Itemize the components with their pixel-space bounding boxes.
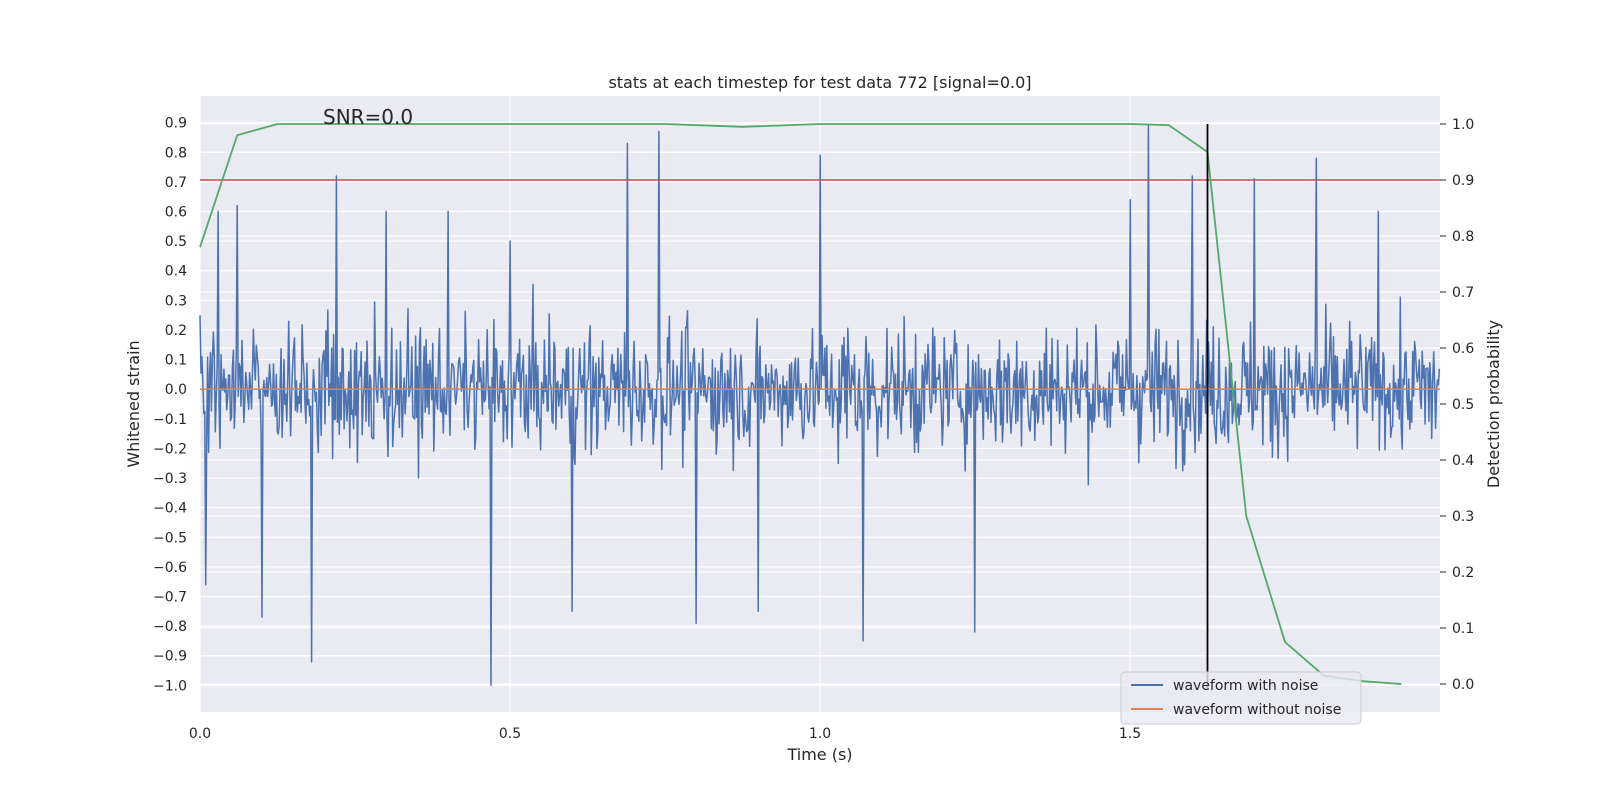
x-axis-label: Time (s) (786, 745, 852, 764)
y-right-tick-label: 0.7 (1452, 285, 1474, 301)
x-axis-ticks: 0.0 0.5 1.0 1.5 (189, 726, 1141, 742)
y-left-tick-label: 0.9 (165, 116, 187, 132)
x-tick-label: 0.5 (499, 726, 521, 742)
y-left-tick-label: −0.3 (153, 471, 187, 487)
right-axis-ticks: 0.0 0.1 0.2 0.3 0.4 0.5 0.6 0.7 0.8 0.9 1.0 (1440, 117, 1474, 693)
y-left-tick-label: 0.6 (165, 205, 187, 221)
y-left-tick-label: −0.9 (153, 649, 187, 665)
y-right-tick-label: 0.2 (1452, 565, 1474, 581)
y-left-tick-label: −0.2 (153, 441, 187, 457)
y-left-tick-label: −0.6 (153, 560, 187, 576)
series-layer (199, 123, 1441, 690)
snr-annotation: SNR=0.0 (323, 105, 413, 129)
x-tick-label: 1.0 (809, 726, 831, 742)
series-waveform-with-noise (199, 124, 1441, 687)
y-right-tick-label: 0.5 (1452, 397, 1474, 413)
legend-label-noisy: waveform with noise (1173, 678, 1318, 694)
y-left-tick-label: 0.0 (165, 382, 187, 398)
y-right-tick-label: 0.9 (1452, 173, 1474, 189)
x-tick-label: 1.5 (1119, 726, 1141, 742)
y-left-tick-label: 0.7 (165, 175, 187, 191)
x-tick-label: 0.0 (189, 726, 211, 742)
y-left-tick-label: 0.1 (165, 353, 187, 369)
left-axis-ticks: −1.0 −0.9 −0.8 −0.7 −0.6 −0.5 −0.4 −0.3 −0.2 −0.1… (153, 116, 187, 695)
y-left-tick-label: 0.5 (165, 234, 187, 250)
y-right-tick-label: 0.1 (1452, 621, 1474, 637)
y-right-tick-label: 0.6 (1452, 341, 1474, 357)
y-left-tick-label: −1.0 (153, 678, 187, 694)
y-left-tick-label: −0.5 (153, 530, 187, 546)
y-left-tick-label: 0.8 (165, 145, 187, 161)
y-left-tick-label: −0.8 (153, 619, 187, 635)
y-left-tick-label: −0.1 (153, 412, 187, 428)
y-right-tick-label: 1.0 (1452, 117, 1474, 133)
left-y-axis-label: Whitened strain (124, 340, 143, 467)
legend-label-clean: waveform without noise (1173, 702, 1341, 718)
series-detection-probability (199, 123, 1402, 685)
y-right-tick-label: 0.4 (1452, 453, 1474, 469)
legend-box (1120, 671, 1362, 725)
legend: waveform with noise waveform without noi… (1120, 671, 1362, 725)
y-left-tick-label: −0.7 (153, 590, 187, 606)
y-left-tick-label: 0.2 (165, 323, 187, 339)
chart-title: stats at each timestep for test data 772… (608, 73, 1031, 92)
right-y-axis-label: Detection probability (1484, 320, 1503, 488)
y-right-tick-label: 0.0 (1452, 677, 1474, 693)
y-left-tick-label: 0.3 (165, 293, 187, 309)
y-left-tick-label: −0.4 (153, 501, 187, 517)
y-left-tick-label: 0.4 (165, 264, 187, 280)
y-right-tick-label: 0.8 (1452, 229, 1474, 245)
y-right-tick-label: 0.3 (1452, 509, 1474, 525)
